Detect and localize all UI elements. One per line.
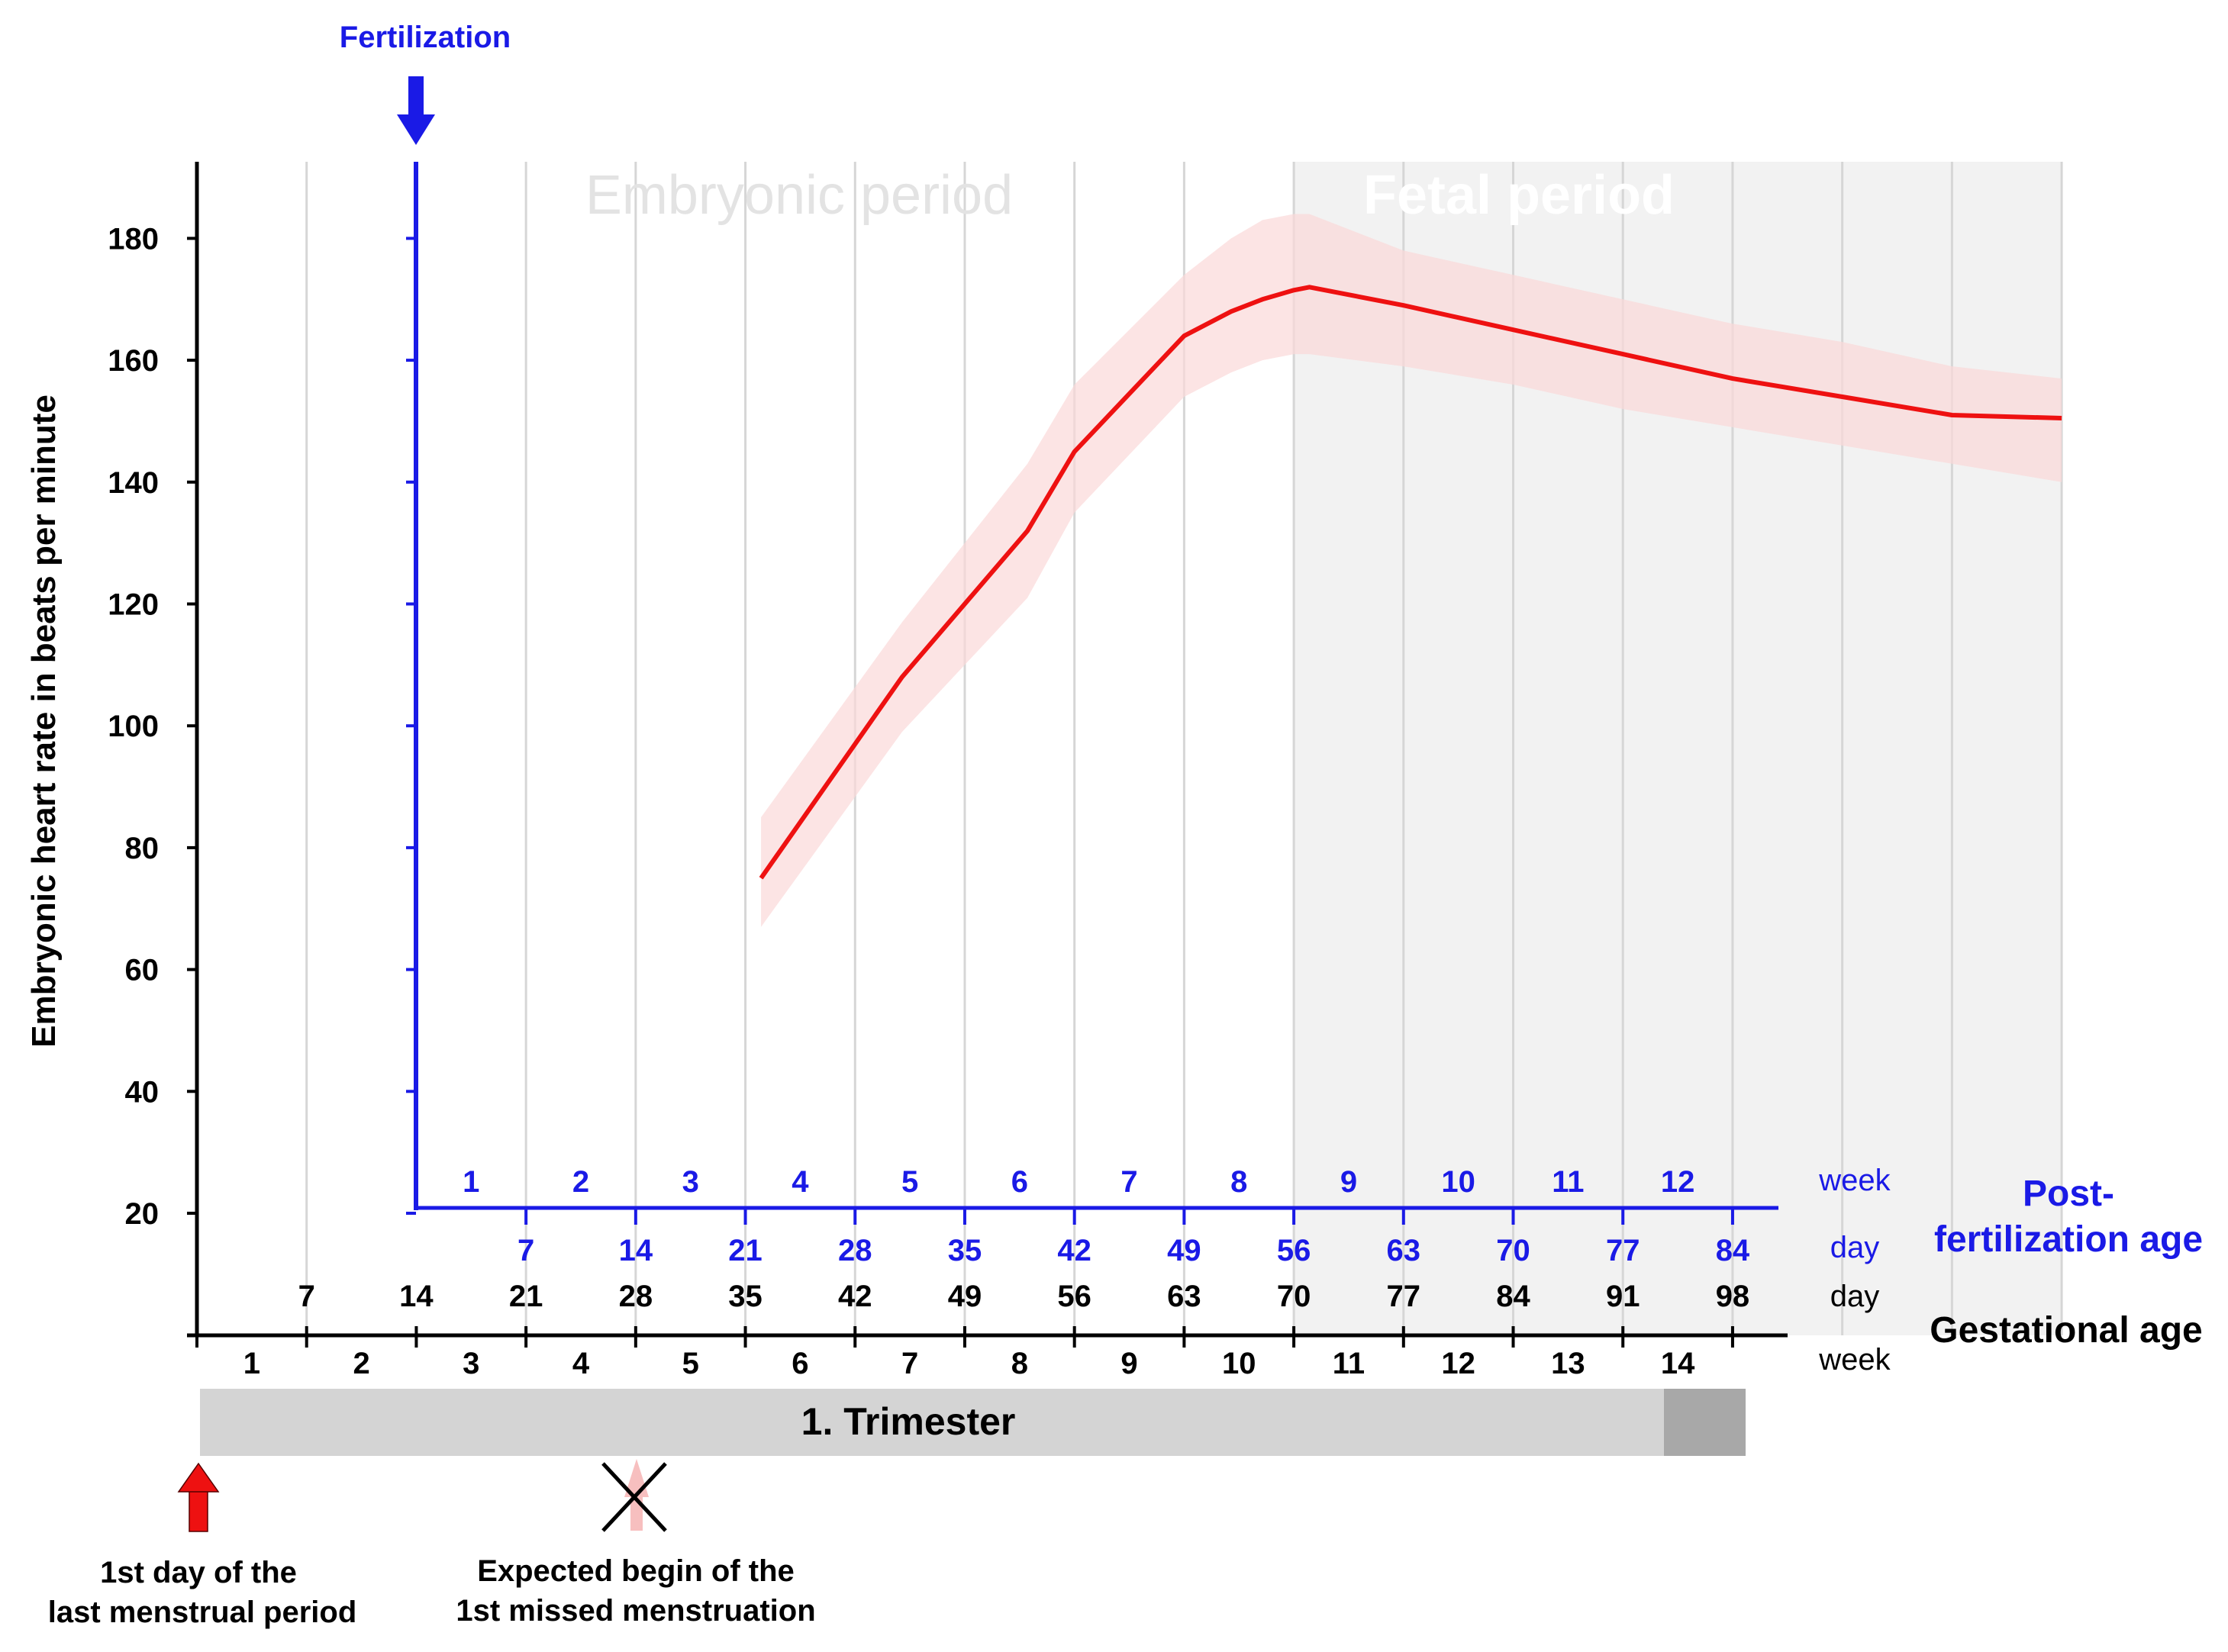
gestational-week-label: 11: [1333, 1347, 1365, 1380]
embryonic-period-label: Embryonic period: [585, 165, 1013, 226]
post-fertilization-day-label: 42: [1057, 1234, 1091, 1267]
gestational-week-label: 1: [243, 1347, 260, 1380]
post-day-unit-label: day: [1830, 1231, 1880, 1264]
y-axis-title: Embryonic heart rate in beats per minute: [25, 394, 63, 1048]
post-fertilization-week-label: 7: [1120, 1165, 1137, 1199]
post-fertilization-axis-ticks: 7 14 21 28 35 42 49 56 63 70 77 841 2 3 4 5 6 7 8 9 10 11 12: [463, 1165, 1750, 1267]
post-fertilization-week-label: 4: [792, 1165, 809, 1199]
post-fertilization-day-label: 49: [1167, 1234, 1201, 1267]
heart-rate-range-band: [761, 214, 2062, 927]
lmp-label-line2: last menstrual period: [48, 1596, 357, 1629]
post-fertilization-week-label: 3: [682, 1165, 699, 1199]
post-fertilization-week-label: 1: [463, 1165, 479, 1199]
post-fertilization-title-line1: Post-: [2023, 1174, 2114, 1214]
post-fertilization-week-label: 2: [572, 1165, 589, 1199]
missed-menstruation-label-line1: Expected begin of the: [477, 1554, 795, 1588]
post-fertilization-day-label: 28: [838, 1234, 872, 1267]
gestational-axis-ticks: 7 14 21 28 35 42 49 56 63 70 77 84 91 981 2 3 4 5 6 7 8 9 10 11…: [195, 1280, 1750, 1380]
gestational-day-label: 21: [509, 1280, 543, 1313]
y-tick-label: 160: [108, 344, 159, 378]
post-fertilization-day-label: 21: [728, 1234, 763, 1267]
gestational-week-label: 7: [901, 1347, 918, 1380]
trimester-bar: [200, 1389, 1664, 1456]
y-tick-label: 120: [108, 588, 159, 622]
gestational-week-unit-label: week: [1818, 1343, 1891, 1377]
gestational-day-label: 77: [1387, 1280, 1421, 1313]
y-tick-label: 180: [108, 222, 159, 256]
fertilization-label: Fertilization: [340, 21, 511, 54]
gestational-day-label: 49: [948, 1280, 982, 1313]
gestational-day-label: 14: [399, 1280, 434, 1313]
heart-rate-curve: [759, 285, 2062, 880]
missed-menstruation-cross-icon: [601, 1462, 667, 1532]
y-tick-label: 100: [108, 710, 159, 743]
gestational-day-label: 28: [619, 1280, 653, 1313]
post-fertilization-day-label: 84: [1716, 1234, 1750, 1267]
lmp-arrow-icon: [177, 1462, 220, 1532]
post-fertilization-day-label: 14: [619, 1234, 653, 1267]
post-fertilization-week-label: 12: [1661, 1165, 1695, 1199]
fertilization-arrow-icon: [397, 76, 435, 145]
missed-menstruation-label-line2: 1st missed menstruation: [456, 1594, 815, 1628]
gestational-week-label: 10: [1222, 1347, 1256, 1380]
y-tick-label: 80: [125, 832, 160, 865]
gestational-week-label: 13: [1551, 1347, 1585, 1380]
trimester-label: 1. Trimester: [801, 1400, 1016, 1443]
trimester-bar-end: [1664, 1389, 1746, 1456]
post-fertilization-week-label: 11: [1552, 1165, 1584, 1199]
gestational-day-label: 42: [838, 1280, 872, 1313]
gestational-day-label: 91: [1606, 1280, 1640, 1313]
gestational-week-label: 8: [1011, 1347, 1028, 1380]
gestational-week-label: 12: [1441, 1347, 1475, 1380]
post-fertilization-week-label: 5: [901, 1165, 918, 1199]
post-fertilization-day-label: 77: [1606, 1234, 1640, 1267]
post-fertilization-day-label: 56: [1277, 1234, 1311, 1267]
lmp-label-line1: 1st day of the: [100, 1556, 297, 1589]
post-fertilization-day-label: 63: [1387, 1234, 1421, 1267]
gestational-day-label: 63: [1167, 1280, 1201, 1313]
y-tick-label: 20: [125, 1197, 160, 1231]
post-fertilization-day-label: 35: [948, 1234, 982, 1267]
gestational-week-label: 9: [1120, 1347, 1137, 1380]
gestational-day-label: 35: [728, 1280, 763, 1313]
gestational-day-unit-label: day: [1830, 1280, 1880, 1313]
gestational-week-label: 3: [463, 1347, 479, 1380]
y-tick-label: 60: [125, 954, 160, 987]
post-fertilization-week-label: 10: [1441, 1165, 1475, 1199]
post-week-unit-label: week: [1818, 1164, 1891, 1197]
post-fertilization-day-label: 70: [1496, 1234, 1530, 1267]
gestational-week-label: 14: [1661, 1347, 1695, 1380]
gestational-title: Gestational age: [1930, 1310, 2202, 1351]
gestational-week-label: 4: [572, 1347, 590, 1380]
post-fertilization-week-label: 9: [1340, 1165, 1357, 1199]
gestational-day-label: 70: [1277, 1280, 1311, 1313]
gestational-day-label: 7: [298, 1280, 315, 1313]
y-axis-ticks: 20 40 60 80 100 120 140 160 180: [108, 222, 416, 1231]
y-tick-label: 40: [125, 1075, 160, 1109]
post-fertilization-week-label: 6: [1011, 1165, 1028, 1199]
post-fertilization-title-line2: fertilization age: [1934, 1219, 2203, 1260]
gestational-week-label: 2: [353, 1347, 369, 1380]
fetal-period-label: Fetal period: [1363, 165, 1675, 226]
y-tick-label: 140: [108, 466, 159, 500]
gestational-day-label: 56: [1057, 1280, 1091, 1313]
gestational-week-label: 6: [792, 1347, 808, 1380]
post-fertilization-week-label: 8: [1230, 1165, 1247, 1199]
gestational-week-label: 5: [682, 1347, 699, 1380]
gestational-day-label: 84: [1496, 1280, 1530, 1313]
post-fertilization-day-label: 7: [518, 1234, 534, 1267]
gestational-day-label: 98: [1716, 1280, 1750, 1313]
